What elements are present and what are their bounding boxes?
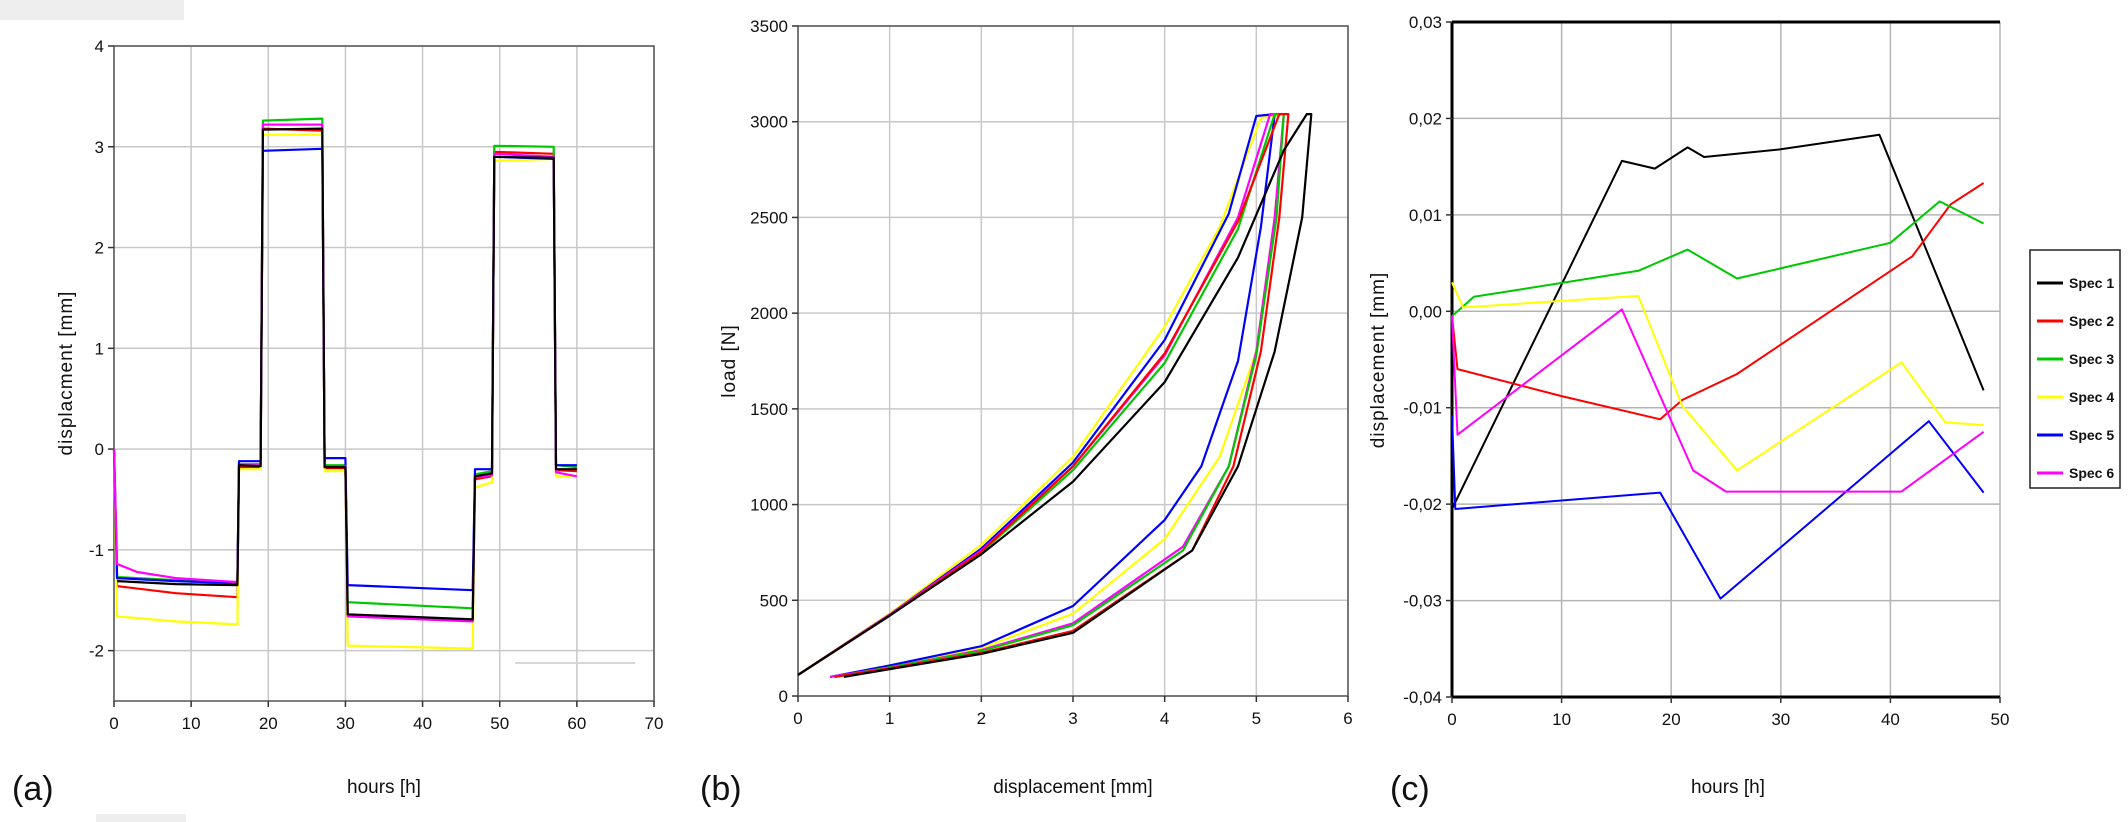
y-tick-label: 0,00 (1409, 302, 1442, 321)
series-line-c-1 (1451, 133, 1985, 510)
chart-panel-a: 0 10 20 30 40 50 60 70 -2 -1 0 1 2 3 4 hours [h] displ… (12, 37, 663, 808)
x-tick-label: 3 (1068, 709, 1077, 728)
y-tick-label: -0,02 (1403, 495, 1442, 514)
y-tick-label: -1 (89, 541, 104, 560)
series-line-c-4 (1451, 281, 1984, 472)
y-tick-label: 0,02 (1409, 109, 1442, 128)
series-line-c-3 (1451, 200, 1985, 317)
y-tick-label: 0 (779, 687, 788, 706)
y-tick-label: 4 (95, 37, 104, 56)
legend-label: Spec 5 (2069, 427, 2114, 443)
series-line-c-6 (1451, 308, 1985, 493)
chart-panel-b: 0 1 2 3 4 5 6 0 500 1000 1500 2000 2500 3000 3500 disp… (700, 17, 1353, 808)
x-tick-label: 20 (1662, 710, 1681, 729)
x-tick-label: 50 (1991, 710, 2010, 729)
series-line-a-3 (112, 133, 577, 650)
x-tick-label: 5 (1252, 709, 1261, 728)
y-tick-label: 2000 (750, 304, 788, 323)
y-tick-label: -0,03 (1403, 592, 1442, 611)
y-tick-label: 0 (95, 440, 104, 459)
x-tick-label: 4 (1160, 709, 1169, 728)
x-tick-label: 2 (977, 709, 986, 728)
x-tick-label: 20 (259, 714, 278, 733)
y-tick-label: 1000 (750, 496, 788, 515)
legend-label: Spec 3 (2069, 351, 2114, 367)
x-tick-label: 30 (336, 714, 355, 733)
legend-label: Spec 6 (2069, 465, 2114, 481)
y-tick-label: 3 (95, 138, 104, 157)
panel-label-a: (a) (12, 770, 54, 808)
series-line-b-2 (797, 112, 1276, 678)
panel-label-b: (b) (700, 770, 742, 808)
x-tick-label: 50 (490, 714, 509, 733)
x-axis-label-a: hours [h] (347, 777, 421, 798)
y-tick-label: 3000 (750, 113, 788, 132)
x-tick-label: 40 (1881, 710, 1900, 729)
series-line-b-5 (797, 112, 1290, 678)
series-line-b-4 (797, 112, 1285, 678)
x-tick-label: 6 (1343, 709, 1352, 728)
x-tick-label: 0 (793, 709, 802, 728)
y-tick-label: 2500 (750, 208, 788, 227)
x-tick-label: 0 (1447, 710, 1456, 729)
y-tick-label: 500 (760, 591, 788, 610)
y-axis-label-a: displacment [mm] (56, 291, 77, 456)
x-tick-label: 60 (567, 714, 586, 733)
x-tick-label: 10 (1552, 710, 1571, 729)
legend-label: Spec 2 (2069, 313, 2114, 329)
y-tick-label: 1 (95, 339, 104, 358)
series-line-c-2 (1451, 182, 1985, 421)
x-tick-label: 70 (645, 714, 664, 733)
x-tick-label: 10 (182, 714, 201, 733)
y-tick-label: -2 (89, 642, 104, 661)
y-tick-label: 3500 (750, 17, 788, 36)
x-axis-label-b: displacement [mm] (993, 777, 1152, 798)
x-axis-label-c: hours [h] (1691, 777, 1765, 798)
y-tick-label: 1500 (750, 400, 788, 419)
y-tick-label: -0,04 (1403, 688, 1442, 707)
series-line-c-5 (1451, 415, 1985, 600)
series-line-b-6 (797, 112, 1313, 678)
legend-label: Spec 1 (2069, 275, 2114, 291)
series-line-a-6 (117, 127, 577, 621)
legend-label: Spec 4 (2069, 389, 2114, 405)
y-tick-label: -0,01 (1403, 399, 1442, 418)
legend-box-c (2029, 249, 2121, 489)
x-tick-label: 40 (413, 714, 432, 733)
x-tick-label: 1 (885, 709, 894, 728)
y-axis-label-c: displacement [mm] (1368, 272, 1389, 448)
y-axis-label-b: load [N] (719, 324, 740, 397)
y-tick-label: 0,01 (1409, 206, 1442, 225)
x-tick-label: 0 (109, 714, 118, 733)
panel-label-c: (c) (1390, 770, 1430, 808)
chart-panel-c: 0 10 20 30 40 50 -0,04 -0,03 -0,02 -0,01 0,00 0,01 0… (1368, 13, 2121, 808)
legend-c: Spec 1 Spec 2 Spec 3 Spec 4 Spec 5 Spec 6 (2029, 249, 2121, 489)
plot-frame-a (113, 45, 655, 702)
x-tick-label: 30 (1771, 710, 1790, 729)
y-tick-label: 0,03 (1409, 13, 1442, 32)
y-tick-label: 2 (95, 239, 104, 258)
